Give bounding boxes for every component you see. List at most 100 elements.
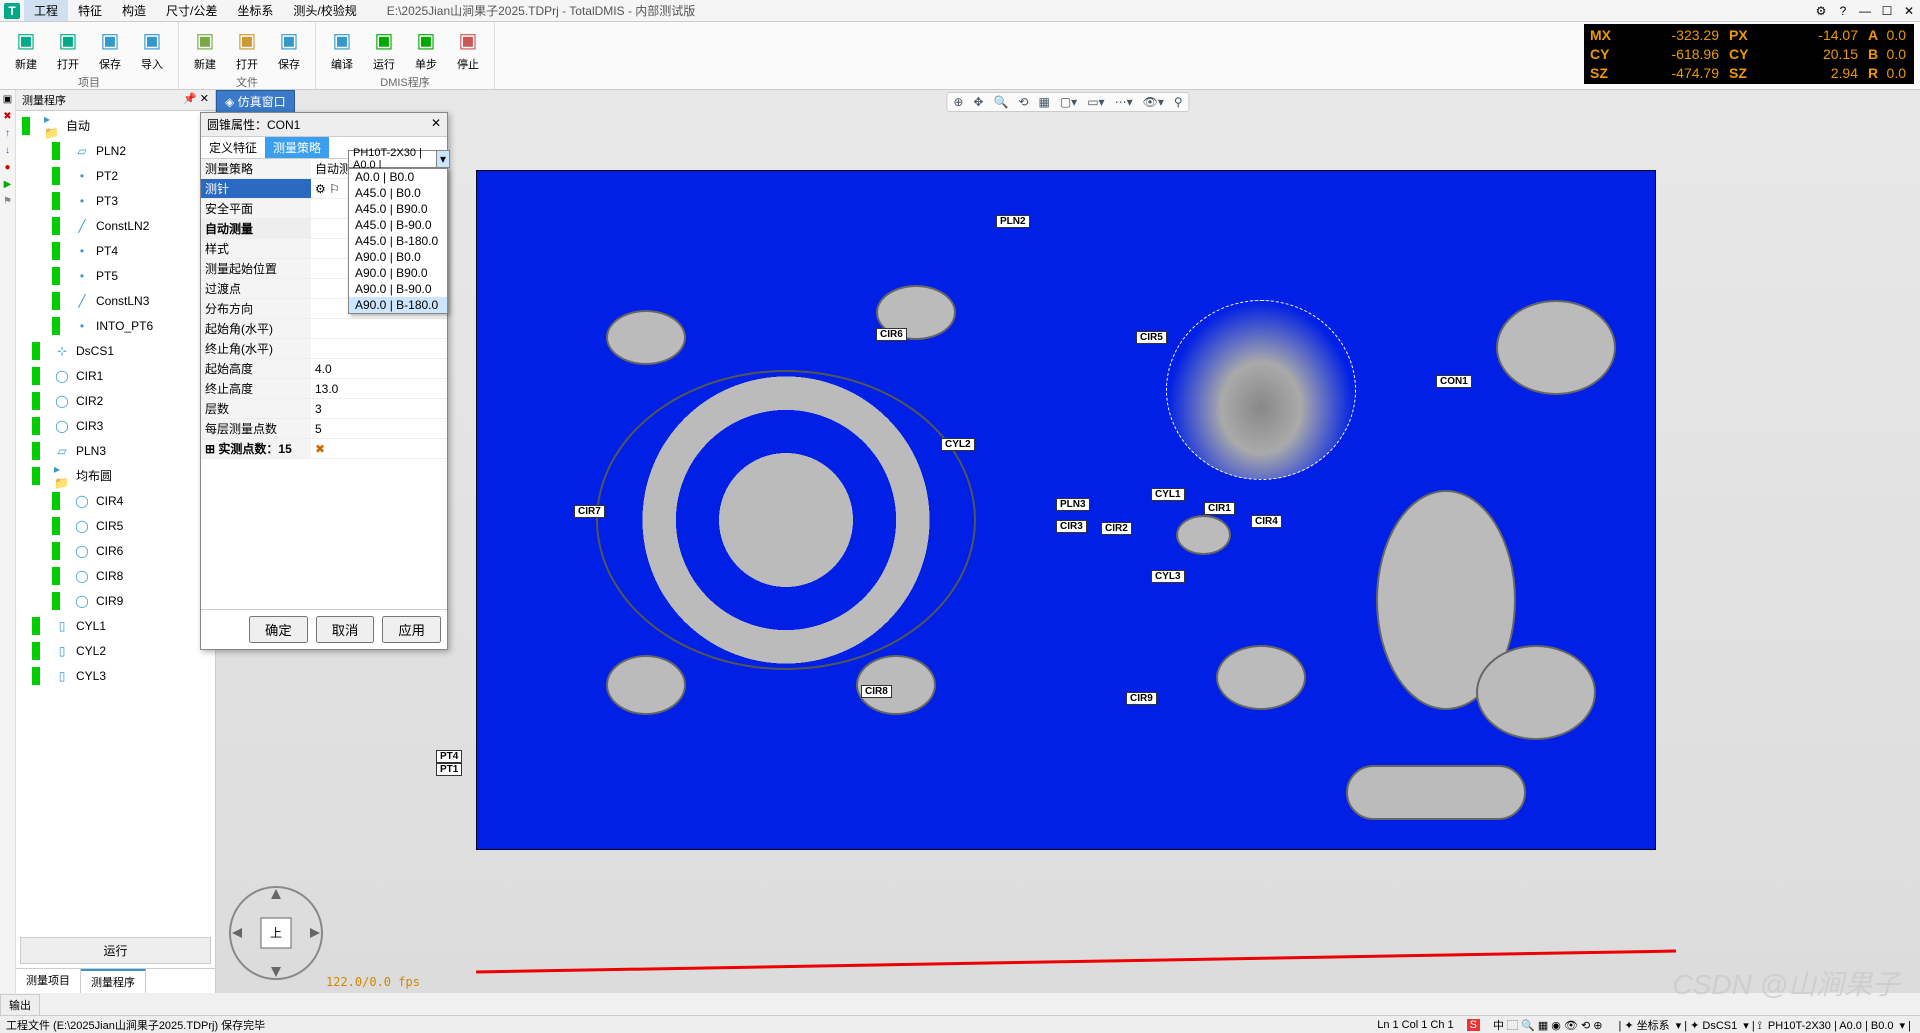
zoom-icon[interactable]: 🔍 bbox=[993, 95, 1008, 109]
angle-option[interactable]: A90.0 | B90.0 bbox=[349, 265, 447, 281]
tree-DsCS1[interactable]: ⊹DsCS1 bbox=[18, 338, 213, 363]
tree-CYL1[interactable]: ▯CYL1 bbox=[18, 613, 213, 638]
probe-combo[interactable]: PH10T-2X30 | A0.0 | bbox=[348, 150, 448, 168]
status-file: 工程文件 (E:\2025Jian山涧果子2025.TDPrj) 保存完毕 bbox=[6, 1017, 265, 1033]
tree-CIR9[interactable]: ◯CIR9 bbox=[18, 588, 213, 613]
tree-均布圆[interactable]: ▸📁均布圆 bbox=[18, 463, 213, 488]
dialog-close-icon[interactable]: ✕ bbox=[431, 116, 441, 133]
angle-option[interactable]: A45.0 | B-180.0 bbox=[349, 233, 447, 249]
tree-CIR1[interactable]: ◯CIR1 bbox=[18, 363, 213, 388]
tree-PT4[interactable]: •PT4 bbox=[18, 238, 213, 263]
pin-icon[interactable]: 📌 ✕ bbox=[183, 92, 209, 108]
play-icon[interactable]: ▶ bbox=[4, 179, 12, 190]
gear-icon[interactable]: ⚙ bbox=[1814, 4, 1828, 18]
tab-measure-items[interactable]: 测量项目 bbox=[16, 969, 81, 993]
ribbon-打开[interactable]: ▣打开 bbox=[229, 24, 265, 74]
angle-option[interactable]: A90.0 | B0.0 bbox=[349, 249, 447, 265]
tree-PT3[interactable]: •PT3 bbox=[18, 188, 213, 213]
angle-option[interactable]: A45.0 | B90.0 bbox=[349, 201, 447, 217]
select-icon[interactable]: ▭▾ bbox=[1087, 95, 1104, 109]
cancel-button[interactable]: 取消 bbox=[316, 616, 375, 643]
svg-text:上: 上 bbox=[270, 926, 282, 940]
angle-option[interactable]: A45.0 | B0.0 bbox=[349, 185, 447, 201]
run-button[interactable]: 运行 bbox=[20, 937, 211, 964]
ribbon-编译[interactable]: ▣编译 bbox=[324, 24, 360, 74]
anchor-icon[interactable]: ⚲ bbox=[1174, 95, 1183, 109]
tree-CIR5[interactable]: ◯CIR5 bbox=[18, 513, 213, 538]
tree-PT2[interactable]: •PT2 bbox=[18, 163, 213, 188]
down-icon[interactable]: ↓ bbox=[5, 145, 10, 156]
angle-option[interactable]: A0.0 | B0.0 bbox=[349, 169, 447, 185]
menu-cs[interactable]: 坐标系 bbox=[227, 0, 283, 21]
menu-construct[interactable]: 构造 bbox=[112, 0, 156, 21]
ribbon-保存[interactable]: ▣保存 bbox=[92, 24, 128, 74]
layer-icon[interactable]: ▢▾ bbox=[1060, 95, 1077, 109]
viewport-3d[interactable]: ◈ 仿真窗口 ⊕ ✥ 🔍 ⟲ ▦ ▢▾ ▭▾ ⋯▾ 👁▾ ⚲ bbox=[216, 90, 1920, 993]
angle-option[interactable]: A90.0 | B-180.0 bbox=[349, 297, 447, 313]
tree-CIR2[interactable]: ◯CIR2 bbox=[18, 388, 213, 413]
menu-feature[interactable]: 特征 bbox=[68, 0, 112, 21]
angle-option[interactable]: A90.0 | B-90.0 bbox=[349, 281, 447, 297]
angle-option[interactable]: A45.0 | B-90.0 bbox=[349, 217, 447, 233]
menu-dim[interactable]: 尺寸/公差 bbox=[156, 0, 227, 21]
row-actual: 实测点数：15 bbox=[218, 442, 291, 456]
maximize-icon[interactable]: ☐ bbox=[1880, 4, 1894, 18]
rotate-icon[interactable]: ⟲ bbox=[1018, 95, 1028, 109]
ok-button[interactable]: 确定 bbox=[249, 616, 308, 643]
canvas-3d[interactable]: PLN2 CIR6 CIR5 CON1 CYL2 CIR7 PLN3 CYL1 … bbox=[216, 110, 1920, 993]
menu-project[interactable]: 工程 bbox=[24, 0, 68, 21]
output-tab[interactable]: 输出 bbox=[0, 994, 40, 1015]
menu-probe[interactable]: 测头/校验规 bbox=[283, 0, 366, 21]
tree-ConstLN3[interactable]: ╱ConstLN3 bbox=[18, 288, 213, 313]
fit-icon[interactable]: ⊕ bbox=[953, 95, 963, 109]
tree-ConstLN2[interactable]: ╱ConstLN2 bbox=[18, 213, 213, 238]
ribbon-单步[interactable]: ▣单步 bbox=[408, 24, 444, 74]
up-icon[interactable]: ↑ bbox=[5, 128, 10, 139]
minimize-icon[interactable]: — bbox=[1858, 4, 1872, 18]
view-icon[interactable]: ▦ bbox=[1038, 95, 1049, 109]
dialog-title: 圆锥属性：CON1 bbox=[207, 116, 300, 133]
eye-icon[interactable]: 👁▾ bbox=[1143, 95, 1164, 109]
tree-CYL2[interactable]: ▯CYL2 bbox=[18, 638, 213, 663]
apply-button[interactable]: 应用 bbox=[382, 616, 441, 643]
probe-angle-dropdown[interactable]: A0.0 | B0.0A45.0 | B0.0A45.0 | B90.0A45.… bbox=[348, 168, 448, 314]
tree-CIR3[interactable]: ◯CIR3 bbox=[18, 413, 213, 438]
program-tree[interactable]: ▸📁自动▱PLN2•PT2•PT3╱ConstLN2•PT4•PT5╱Const… bbox=[16, 111, 215, 933]
tree-CIR4[interactable]: ◯CIR4 bbox=[18, 488, 213, 513]
ribbon-运行[interactable]: ▣运行 bbox=[366, 24, 402, 74]
tab-measure-program[interactable]: 测量程序 bbox=[81, 969, 146, 993]
add-icon[interactable]: ✖ bbox=[3, 111, 11, 122]
tree-自动[interactable]: ▸📁自动 bbox=[18, 113, 213, 138]
help-icon[interactable]: ? bbox=[1836, 4, 1850, 18]
tree-INTO_PT6[interactable]: •INTO_PT6 bbox=[18, 313, 213, 338]
expand-icon[interactable]: ▣ bbox=[3, 94, 12, 105]
ribbon-新建[interactable]: ▣新建 bbox=[8, 24, 44, 74]
pan-icon[interactable]: ✥ bbox=[973, 95, 983, 109]
tree-PLN3[interactable]: ▱PLN3 bbox=[18, 438, 213, 463]
ribbon-导入[interactable]: ▣导入 bbox=[134, 24, 170, 74]
nav-cube[interactable]: 上 bbox=[226, 883, 326, 983]
ime-icon[interactable]: S bbox=[1467, 1019, 1480, 1031]
ribbon-保存[interactable]: ▣保存 bbox=[271, 24, 307, 74]
mode-icon[interactable]: ⋯▾ bbox=[1115, 95, 1133, 109]
status-icons[interactable]: 中 ⬚ 🔍 ▦ ◉ 👁 ⟲ ⊕ bbox=[1490, 1017, 1605, 1033]
hole bbox=[1216, 645, 1306, 710]
probe-dropdown-icon[interactable]: ▾ bbox=[436, 150, 450, 168]
tab-define[interactable]: 定义特征 bbox=[201, 137, 265, 158]
tree-PT5[interactable]: •PT5 bbox=[18, 263, 213, 288]
tree-CYL3[interactable]: ▯CYL3 bbox=[18, 663, 213, 688]
rec-icon[interactable]: ● bbox=[4, 162, 10, 173]
ribbon-停止[interactable]: ▣停止 bbox=[450, 24, 486, 74]
row-strategy: 测量策略 bbox=[201, 159, 311, 178]
tree-PLN2[interactable]: ▱PLN2 bbox=[18, 138, 213, 163]
ribbon-新建[interactable]: ▣新建 bbox=[187, 24, 223, 74]
close-icon[interactable]: ✕ bbox=[1902, 4, 1916, 18]
label-cyl3: CYL3 bbox=[1151, 570, 1185, 583]
ribbon-打开[interactable]: ▣打开 bbox=[50, 24, 86, 74]
tab-strategy[interactable]: 测量策略 bbox=[265, 137, 329, 158]
label-cir6: CIR6 bbox=[876, 328, 907, 341]
slot bbox=[1346, 765, 1526, 820]
tree-CIR6[interactable]: ◯CIR6 bbox=[18, 538, 213, 563]
tree-CIR8[interactable]: ◯CIR8 bbox=[18, 563, 213, 588]
flag-icon[interactable]: ⚑ bbox=[3, 196, 12, 207]
